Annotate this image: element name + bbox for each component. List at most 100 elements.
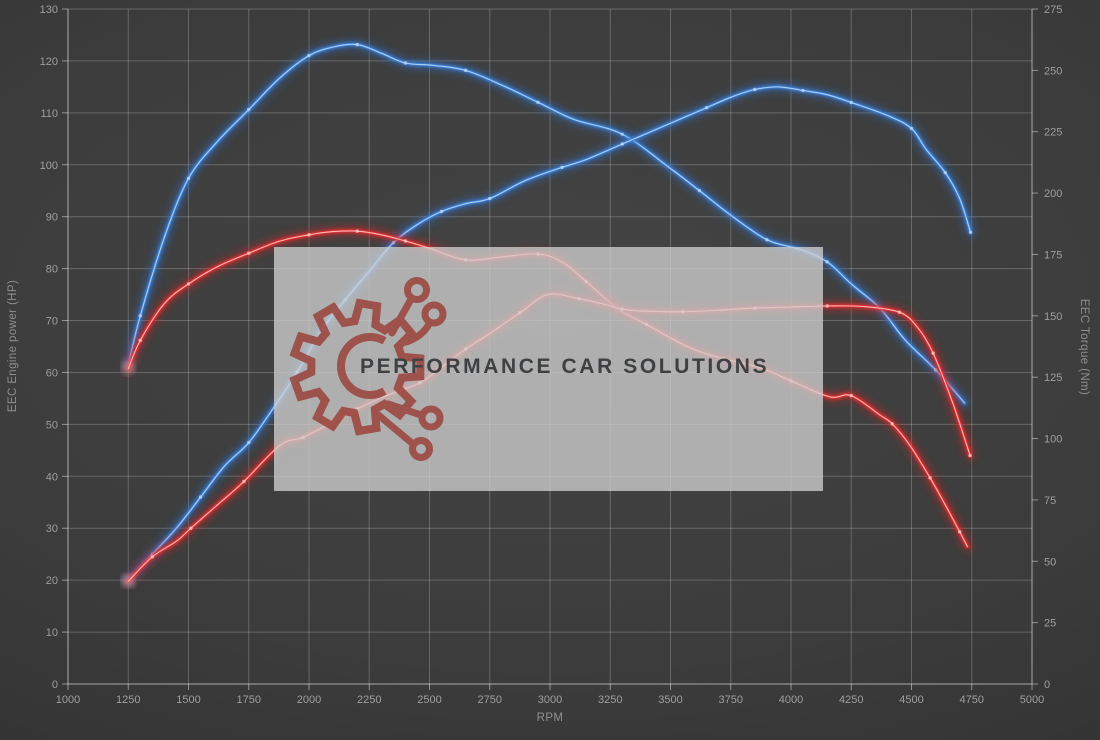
x-tick-label: 2000: [297, 694, 321, 706]
left-tick-label: 30: [46, 523, 58, 535]
data-point-marker: [439, 209, 444, 214]
left-tick-label: 0: [52, 679, 58, 691]
x-tick-label: 2250: [357, 694, 381, 706]
data-point-marker: [150, 555, 155, 559]
right-tick-label: 250: [1044, 65, 1062, 77]
x-tick-label: 1500: [176, 694, 200, 706]
left-tick-label: 50: [46, 419, 58, 431]
x-tick-label: 1750: [237, 694, 261, 706]
right-tick-label: 275: [1044, 4, 1062, 16]
data-point-marker: [307, 53, 311, 58]
x-tick-label: 2750: [478, 694, 502, 706]
left-tick-label: 100: [40, 160, 58, 172]
right-tick-label: 225: [1044, 127, 1062, 139]
data-point-marker: [697, 188, 702, 193]
x-tick-label: 1250: [116, 694, 140, 706]
data-point-marker: [928, 476, 932, 480]
left-tick-label: 40: [46, 471, 58, 483]
data-point-marker: [825, 260, 829, 264]
right-tick-label: 150: [1044, 311, 1062, 323]
data-point-marker: [189, 526, 193, 530]
data-point-marker: [247, 440, 251, 445]
data-point-marker: [968, 230, 973, 234]
circuit-node-icon: [418, 405, 444, 431]
data-point-marker: [931, 351, 935, 355]
data-point-marker: [943, 170, 947, 175]
left-tick-label: 80: [46, 264, 58, 276]
circuit-trace-icon: [384, 400, 425, 419]
right-tick-label: 100: [1044, 434, 1062, 446]
right-tick-label: 0: [1044, 679, 1050, 691]
x-tick-label: 4000: [779, 694, 803, 706]
gear-inner-c: [336, 333, 387, 399]
data-point-marker: [801, 88, 805, 93]
data-point-marker: [138, 338, 142, 343]
left-tick-label: 130: [40, 4, 58, 16]
left-tick-label: 90: [46, 212, 58, 224]
left-tick-label: 120: [40, 56, 58, 68]
x-tick-label: 5000: [1020, 694, 1044, 706]
gear-circuit-logo: [289, 277, 447, 461]
data-point-marker: [198, 495, 203, 499]
left-axis-title: EEC Engine power (HP): [7, 280, 19, 412]
right-axis-title: EEC Torque (Nm): [1078, 299, 1090, 396]
data-point-marker: [704, 105, 709, 110]
left-tick-label: 110: [40, 108, 58, 120]
data-point-marker: [138, 314, 142, 318]
data-point-marker: [620, 142, 624, 146]
right-tick-label: 50: [1044, 556, 1056, 568]
circuit-trace-icon: [402, 320, 433, 346]
data-point-marker: [849, 100, 853, 105]
data-point-marker: [355, 229, 359, 233]
data-point-marker: [463, 68, 468, 73]
data-point-marker: [355, 42, 359, 47]
data-point-marker: [897, 310, 902, 314]
data-point-marker: [536, 100, 540, 104]
curve-blue-power: [123, 81, 976, 586]
data-point-marker: [307, 233, 311, 237]
watermark-text: PERFORMANCE CAR SOLUTIONS: [360, 355, 770, 378]
right-tick-label: 25: [1044, 618, 1056, 630]
curves: [123, 39, 976, 587]
x-tick-label: 3500: [658, 694, 682, 706]
circuit-node-icon: [404, 277, 430, 303]
x-tick-label: 4500: [899, 694, 923, 706]
data-point-marker: [909, 126, 914, 131]
x-tick-label: 4250: [839, 694, 863, 706]
left-tick-label: 10: [46, 627, 58, 639]
data-point-marker: [765, 238, 769, 242]
curve-blue-torque: [123, 39, 970, 408]
gear-icon: [289, 298, 425, 436]
tick-labels: 1000 1250 1500 1750 2000 2250 2500 2750 3000 3250…: [40, 4, 1063, 706]
data-point-marker: [620, 132, 624, 136]
axis-lines: [67, 9, 1033, 685]
circuit-trace-icon: [372, 409, 417, 448]
x-tick-label: 3000: [538, 694, 562, 706]
right-tick-label: 200: [1044, 188, 1062, 200]
data-point-marker: [753, 87, 757, 92]
left-tick-label: 60: [46, 367, 58, 379]
left-tick-label: 70: [46, 316, 58, 328]
right-tick-label: 125: [1044, 372, 1062, 384]
x-axis-title: RPM: [537, 712, 564, 724]
x-tick-label: 3250: [598, 694, 622, 706]
data-point-marker: [890, 422, 894, 426]
data-point-marker: [186, 176, 191, 181]
right-tick-label: 175: [1044, 249, 1062, 261]
data-point-marker: [242, 479, 246, 484]
data-point-marker: [488, 196, 492, 201]
watermark-box: PERFORMANCE CAR SOLUTIONS: [274, 247, 823, 491]
data-point-marker: [186, 282, 191, 286]
x-tick-label: 1000: [56, 694, 80, 706]
circuit-node-icon: [421, 301, 447, 327]
right-tick-label: 75: [1044, 495, 1056, 507]
x-tick-label: 4750: [960, 694, 984, 706]
data-point-marker: [403, 61, 408, 65]
data-point-marker: [247, 107, 251, 112]
data-point-marker: [560, 165, 564, 170]
circuit-node-icon: [409, 437, 433, 461]
data-point-marker: [968, 453, 972, 458]
left-tick-label: 20: [46, 575, 58, 587]
